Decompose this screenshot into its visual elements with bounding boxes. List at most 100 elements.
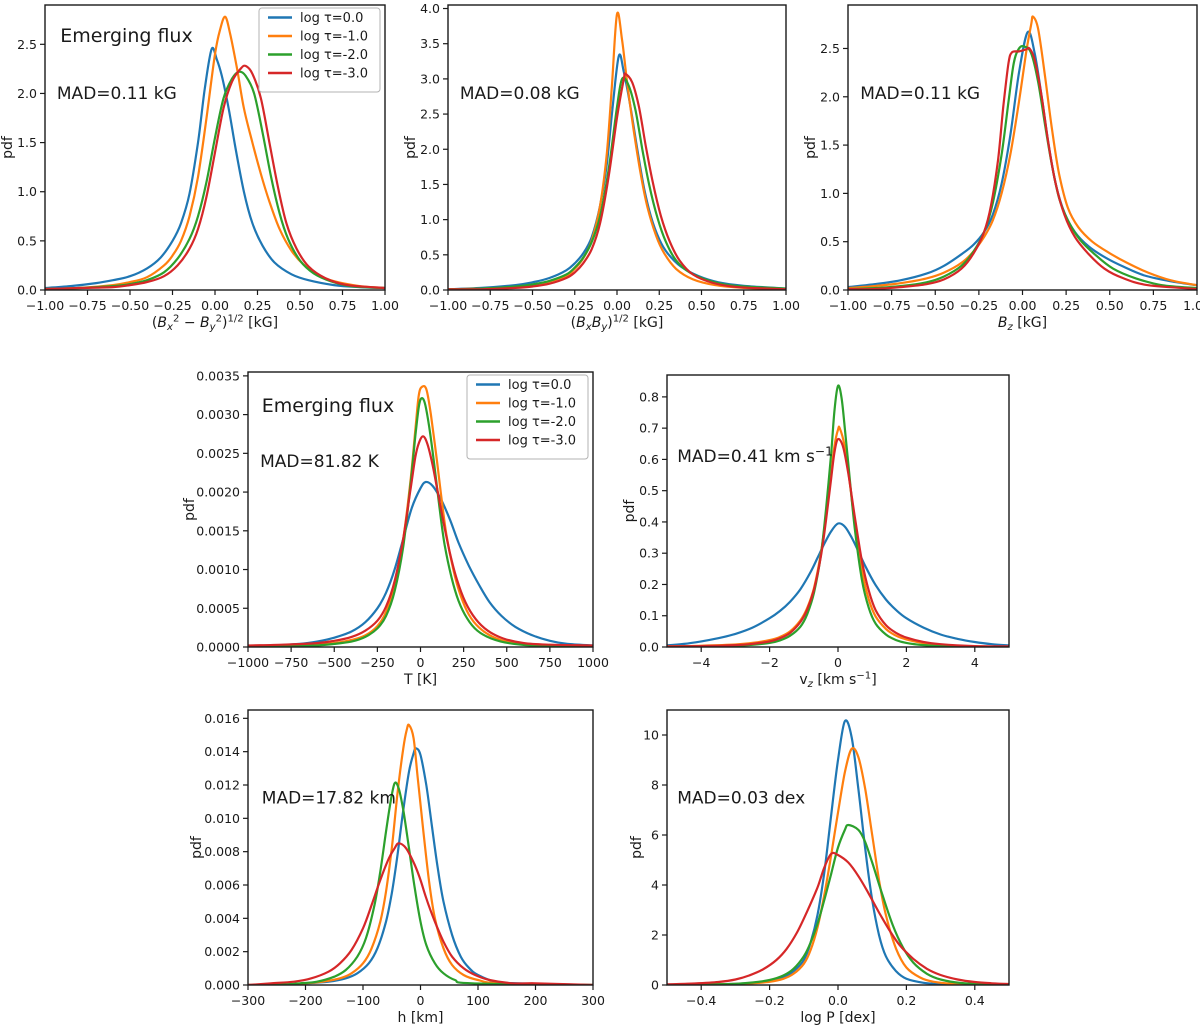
x-tick-label: 0.2 (896, 993, 916, 1008)
mad-annotation: MAD=0.03 dex (677, 789, 805, 809)
y-tick-label: 0.5 (639, 483, 659, 498)
y-tick-label: 0.000 (204, 978, 240, 993)
y-tick-label: 0.016 (204, 711, 240, 726)
curve-green (248, 397, 593, 647)
x-tick-label: −100 (346, 993, 380, 1008)
y-axis-label: pdf (629, 835, 645, 859)
x-tick-label: −0.25 (153, 298, 191, 313)
curve-orange (448, 11, 786, 290)
x-tick-label: −4 (692, 655, 710, 670)
x-tick-label: 0.0 (828, 993, 848, 1008)
legend-box (466, 374, 589, 460)
curves-group (848, 15, 1197, 290)
curve-green (667, 823, 1009, 985)
legend-label: log τ=0.0 (300, 11, 363, 26)
y-tick-label: 4.0 (420, 1, 440, 16)
x-tick-label: −750 (274, 655, 308, 670)
x-axis-label: (Bx2 − By2)1/2 [kG] (152, 314, 278, 333)
y-tick-label: 1.5 (17, 135, 37, 150)
y-tick-label: 0.0 (17, 283, 37, 298)
x-axis-label: log P [dex] (800, 1010, 875, 1026)
x-tick-label: −250 (360, 655, 394, 670)
curve-orange (667, 747, 1009, 985)
x-tick-label: −0.50 (111, 298, 149, 313)
y-tick-label: 1.0 (820, 186, 840, 201)
curve-blue (848, 30, 1197, 289)
x-tick-label: −0.50 (916, 298, 954, 313)
y-tick-label: 0.0010 (196, 562, 240, 577)
legend-label: log τ=0.0 (508, 378, 571, 393)
y-tick-label: 0.012 (204, 778, 240, 793)
y-tick-label: 0.014 (204, 744, 240, 759)
curve-blue (667, 719, 1009, 985)
curve-green (848, 44, 1197, 290)
x-tick-label: 200 (524, 993, 548, 1008)
x-tick-label: 1.00 (371, 298, 399, 313)
curve-blue (248, 747, 593, 985)
y-tick-label: 2.0 (17, 86, 37, 101)
legend-label: log τ=-1.0 (508, 397, 576, 412)
x-tick-label: 100 (466, 993, 490, 1008)
y-tick-label: 10 (643, 728, 659, 743)
x-tick-label: −0.25 (556, 298, 594, 313)
x-tick-label: 0.4 (965, 993, 985, 1008)
x-tick-label: 0.50 (1096, 298, 1124, 313)
y-axis-label: pdf (803, 135, 819, 159)
y-tick-label: 0.0015 (196, 523, 240, 538)
legend-label: log τ=-3.0 (508, 434, 576, 449)
y-tick-label: 0.0 (639, 640, 659, 655)
y-tick-label: 0.5 (17, 233, 37, 248)
y-tick-label: 0.002 (204, 944, 240, 959)
y-tick-label: 0 (651, 978, 659, 993)
y-tick-label: 0.0 (820, 283, 840, 298)
y-tick-label: 0.0030 (196, 407, 240, 422)
y-tick-label: 0.8 (639, 389, 659, 404)
x-tick-label: 0.25 (244, 298, 272, 313)
x-tick-label: 0.00 (201, 298, 229, 313)
x-tick-label: −0.75 (68, 298, 106, 313)
y-tick-label: 0.0020 (196, 485, 240, 500)
y-tick-label: 2.5 (820, 41, 840, 56)
x-axis-label: T [K] (403, 672, 437, 688)
curves-group (667, 384, 1009, 647)
x-tick-label: −300 (231, 993, 265, 1008)
y-axis-label: pdf (403, 135, 419, 159)
y-tick-label: 0.6 (639, 452, 659, 467)
panel-temperature: −1000 −750 −500 −250 0 250 500 750 1000 0.0000 0.0… (182, 368, 609, 688)
y-axis-label: pdf (182, 497, 198, 521)
legend-label: log τ=-2.0 (300, 48, 368, 63)
y-tick-label: 0.004 (204, 911, 240, 926)
plot-border (447, 4, 787, 291)
legend-label: log τ=-2.0 (508, 415, 576, 430)
mad-annotation: MAD=0.11 kG (860, 84, 980, 104)
curves-group (448, 11, 786, 290)
curve-orange (248, 723, 593, 985)
y-tick-label: 2.5 (17, 37, 37, 52)
y-tick-label: 0.010 (204, 811, 240, 826)
y-tick-label: 0.5 (420, 247, 440, 262)
legend-box (258, 7, 381, 93)
x-tick-label: −500 (317, 655, 351, 670)
y-tick-label: 2 (651, 928, 659, 943)
x-tick-label: 300 (581, 993, 605, 1008)
y-tick-label: 6 (651, 828, 659, 843)
y-tick-label: 0.3 (639, 546, 659, 561)
x-tick-label: −1.00 (429, 298, 467, 313)
x-tick-label: 0 (417, 993, 425, 1008)
curve-red (448, 72, 786, 290)
x-tick-label: −1000 (227, 655, 269, 670)
x-tick-label: 250 (452, 655, 476, 670)
y-tick-label: 8 (651, 778, 659, 793)
y-tick-label: 0.5 (820, 234, 840, 249)
x-tick-label: 0.00 (1009, 298, 1037, 313)
panel-bz: −1.00 −0.75 −0.50 −0.25 0.00 0.25 0.50 0.75 1.0 0… (803, 4, 1200, 333)
curves-group (667, 719, 1009, 985)
panel-vz: −4 −2 0 2 4 0.0 0.1 0.2 0.3 0.4 0.5 0.6 0.7 0.8 vz [km… (622, 374, 1010, 690)
x-tick-label: 750 (538, 655, 562, 670)
curve-red (848, 46, 1197, 290)
curve-green (448, 76, 786, 290)
y-tick-label: 0.4 (639, 514, 659, 529)
x-tick-label: −0.4 (686, 993, 716, 1008)
panel-height: −300 −200 −100 0 100 200 300 0.000 0.002 0.004 0.0… (189, 709, 605, 1026)
